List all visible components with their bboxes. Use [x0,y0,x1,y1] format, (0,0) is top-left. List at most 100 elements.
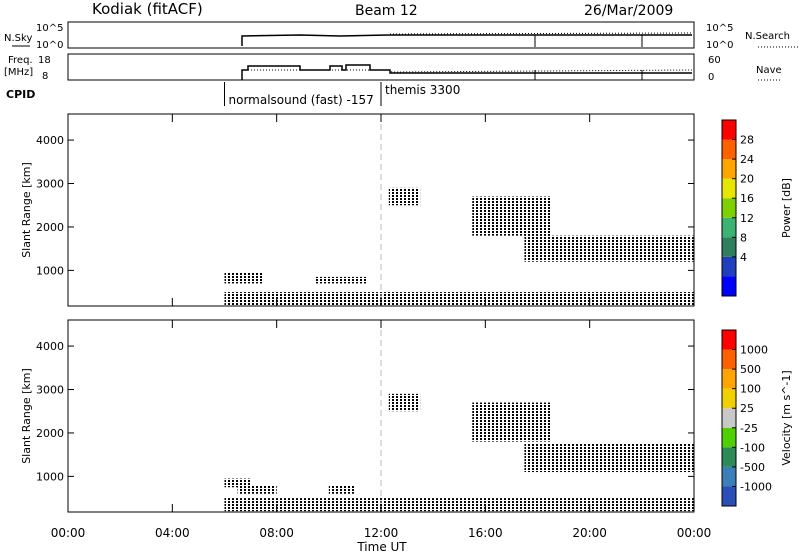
colorbar-tick-label: -25 [740,422,758,435]
colorbar-swatch [722,256,736,277]
power-colorbar: 28 24 20 16 12 8 4 Power [dB] [721,119,793,297]
colorbar-frame [721,119,737,297]
echo-region [472,196,551,236]
colorbar-swatch [722,486,736,506]
colorbar-label: Velocity [m s^-1] [780,370,793,465]
colorbar-swatch [722,139,736,160]
nave-tick-high: 60 [708,55,721,66]
colorbar-swatch [722,447,736,467]
echo-region [388,187,421,206]
echo-region [328,485,355,494]
beam-title: Beam 12 [355,3,418,19]
nsky-tick-low: 10^0 [36,40,63,51]
colorbar-tick-label: 8 [740,231,747,244]
nave-label: Nave [756,65,782,76]
colorbar-tick-label: -500 [740,461,765,474]
colorbar-swatch [722,217,736,238]
colorbar-swatch [722,276,736,296]
nave-tick-low: 0 [708,72,714,83]
heatmap-panels: 1000 2000 3000 4000 Slant Range [km] 28 24 20 16… [20,113,793,513]
y-tick-label: 2000 [36,221,64,234]
y-tick-label: 4000 [36,340,64,353]
freq-trace [241,64,692,80]
x-tick-label: 12:00 [364,526,399,540]
colorbar-tick-label: 28 [740,134,754,147]
y-tick-label: 4000 [36,134,64,147]
colorbar-tick-label: 100 [740,383,761,396]
power-panel: 1000 2000 3000 4000 Slant Range [km] 28 24 20 16… [20,113,793,307]
echo-region [472,402,551,442]
power-echo-regions [224,187,694,306]
x-tick-label: 20:00 [572,526,607,540]
nsearch-tick-low: 10^0 [706,40,733,51]
time-axis: 00:00 04:00 08:00 12:00 16:00 20:00 00:00 [51,526,712,540]
colorbar-swatch [722,178,736,199]
colorbar-swatch [722,120,736,140]
nsky-tick-high: 10^5 [36,23,63,34]
echo-region [224,498,694,512]
nsearch-trace [389,32,693,35]
nsearch-label: N.Search [745,31,790,42]
colorbar-tick-label: 16 [740,192,754,205]
echo-region [315,276,368,284]
x-tick-label: 00:00 [677,526,712,540]
echo-region [524,235,694,262]
x-tick-label: 08:00 [259,526,294,540]
echo-region [224,272,264,284]
station-title: Kodiak (fitACF) [92,0,203,18]
y-tick-label: 3000 [36,178,64,191]
y-tick-label: 2000 [36,427,64,440]
y-axis-label: Slant Range [km] [20,162,33,258]
colorbar-tick-label: 25 [740,402,754,415]
cpid-segment-label: normalsound (fast) -157 [229,93,374,107]
echo-region [224,478,251,488]
x-tick-label: 04:00 [155,526,190,540]
y-axis-label: Slant Range [km] [20,368,33,464]
date-title: 26/Mar/2009 [584,3,673,19]
echo-region [224,292,694,306]
colorbar-swatch [722,159,736,179]
colorbar-tick-label: 1000 [740,344,768,357]
freq-label-line1: Freq. [8,55,33,66]
nsky-label: N.Sky [4,33,32,44]
nsky-trace [241,34,692,46]
colorbar-swatch [722,388,736,409]
y-tick-label: 3000 [36,384,64,397]
velocity-echo-regions [224,393,694,512]
freq-label-line2: [MHz] [4,67,33,78]
colorbar-tick-label: -1000 [740,480,772,493]
echo-region [237,485,277,494]
nsky-panel-frame [67,21,695,49]
colorbar-tick-label: 20 [740,173,754,186]
colorbar-label: Power [dB] [780,178,793,238]
nave-trace [248,69,693,73]
nsearch-tick-high: 10^5 [706,23,733,34]
freq-panel-frame [67,53,695,81]
colorbar-swatch [722,408,736,428]
echo-region [563,248,694,258]
y-tick-label: 1000 [36,264,64,277]
colorbar-swatch [722,466,736,487]
x-tick-label: 00:00 [51,526,86,540]
colorbar-swatch [722,330,736,350]
colorbar-swatch [722,237,736,257]
freq-tick-high: 18 [38,55,51,66]
colorbar-tick-label: 12 [740,212,754,225]
cpid-segments: normalsound (fast) -157 themis 3300 [224,82,460,107]
x-axis-label: Time UT [356,540,407,554]
velocity-colorbar: 1000 500 100 25 -25 -100 -500 -1000 Velocity [m … [721,329,793,507]
colorbar-swatch [722,349,736,370]
cpid-label: CPID [6,88,35,101]
colorbar-tick-label: 500 [740,363,761,376]
colorbar-tick-label: -100 [740,441,765,454]
colorbar-swatch [722,369,736,389]
colorbar-frame [721,329,737,507]
freq-tick-low: 8 [42,71,48,82]
colorbar-swatch [722,427,736,448]
cpid-segment-label: themis 3300 [385,83,460,97]
y-tick-label: 1000 [36,470,64,483]
colorbar-swatch [722,198,736,218]
echo-region [388,393,421,412]
